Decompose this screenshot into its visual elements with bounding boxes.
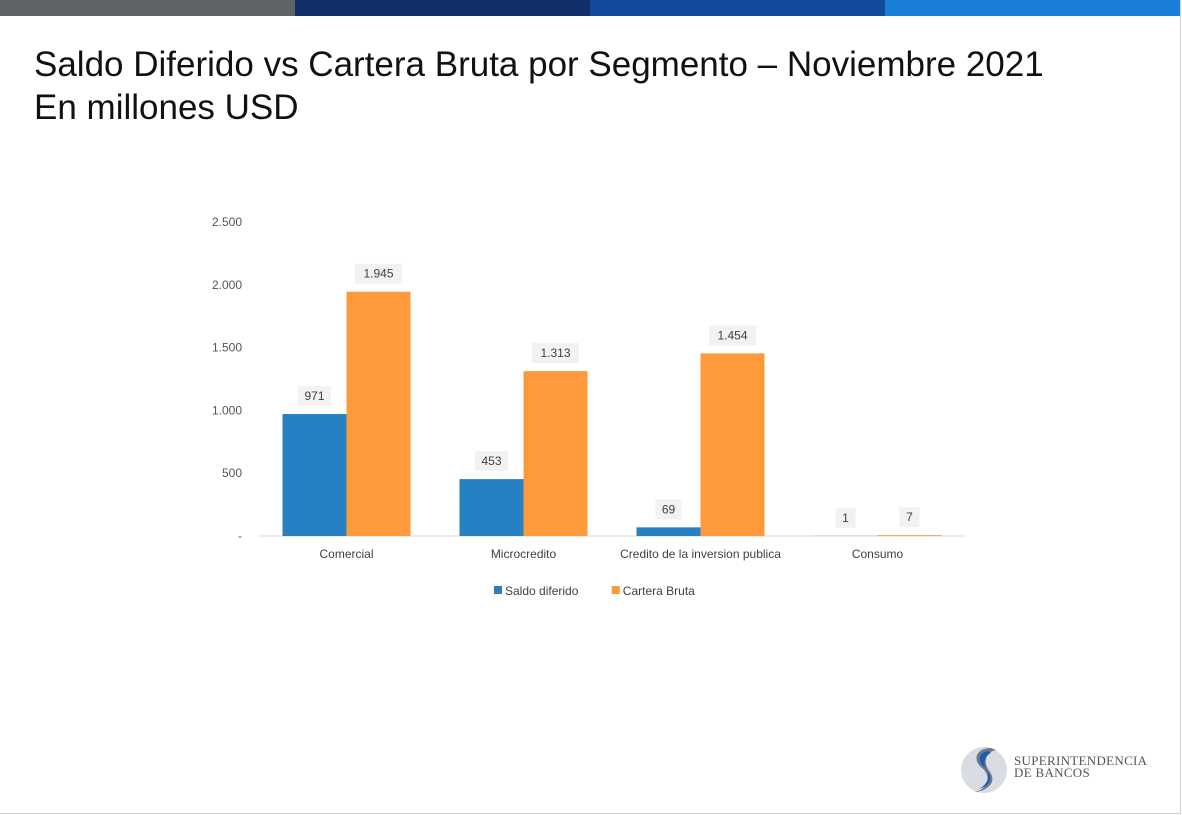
logo-line-2: DE BANCOS [1014, 765, 1091, 780]
logo-line-1: SUPERINTENDENCIA [1014, 753, 1148, 768]
logo-emblem-icon [961, 747, 1007, 793]
x-category-label: Credito de la inversion publica [620, 547, 781, 561]
y-tick-label: 1.500 [212, 341, 242, 355]
legend-swatch [611, 586, 620, 594]
data-label: 971 [304, 389, 324, 403]
data-label: 453 [481, 454, 501, 468]
data-label-box [298, 386, 331, 407]
bar [636, 527, 701, 536]
title-line-1: Saldo Diferido vs Cartera Bruta por Segm… [34, 45, 1044, 84]
x-category-label: Microcredito [491, 547, 557, 561]
y-tick-label: 2.500 [212, 215, 242, 229]
y-tick-label: 500 [222, 466, 242, 480]
accent-segment [0, 0, 295, 16]
data-label: 7 [906, 510, 913, 524]
data-label-box [475, 451, 508, 472]
top-accent-bar [0, 0, 1180, 16]
title-line-2: En millones USD [34, 88, 299, 127]
x-category-label: Comercial [319, 547, 373, 561]
slide-title: Saldo Diferido vs Cartera Bruta por Segm… [34, 43, 1044, 129]
bar [877, 535, 942, 536]
superintendencia-logo: SUPERINTENDENCIA DE BANCOS [958, 740, 1158, 800]
legend-label: Cartera Bruta [623, 584, 695, 598]
bar [346, 291, 411, 536]
bar-chart: - 500 1.000 1.500 2.000 2.500 971 1.945 Comercia… [212, 215, 966, 598]
data-label: 1 [842, 511, 849, 525]
data-label-box [899, 507, 920, 528]
x-category-label: Consumo [852, 547, 904, 561]
data-label-box [709, 325, 756, 346]
logo-text: SUPERINTENDENCIA DE BANCOS [1014, 753, 1148, 780]
bar [700, 353, 765, 536]
data-label-box [355, 263, 402, 284]
data-label-box [532, 343, 579, 364]
accent-segment [885, 0, 1180, 16]
data-label-box [655, 499, 682, 520]
y-tick-label: 1.000 [212, 403, 242, 417]
bar [459, 479, 524, 536]
y-tick-label: - [238, 529, 242, 543]
data-label: 1.945 [363, 267, 393, 281]
y-tick-label: 2.000 [212, 278, 242, 292]
accent-segment [295, 0, 590, 16]
data-label: 1.313 [540, 346, 570, 360]
data-label-box [835, 507, 856, 528]
data-label: 1.454 [717, 328, 747, 342]
legend-swatch [494, 586, 502, 594]
bar [523, 371, 588, 536]
data-label: 69 [662, 502, 676, 516]
legend-label: Saldo diferido [505, 584, 579, 598]
accent-segment [590, 0, 885, 16]
bar [282, 414, 347, 536]
